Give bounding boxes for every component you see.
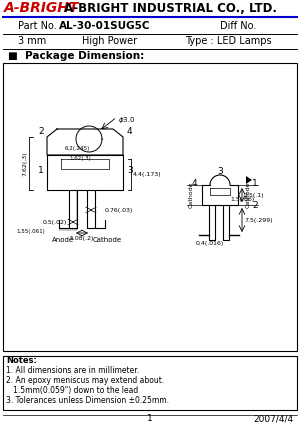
- Text: 0.76(.03): 0.76(.03): [105, 207, 134, 212]
- Text: 6.2(.245): 6.2(.245): [64, 146, 90, 151]
- Text: A-BRIGHT: A-BRIGHT: [4, 1, 80, 15]
- Bar: [3, 63, 297, 351]
- Text: Diff No.: Diff No.: [220, 21, 256, 31]
- Text: 4.4(.173): 4.4(.173): [133, 172, 162, 177]
- Text: Cathode: Cathode: [189, 182, 194, 208]
- Text: Notes:: Notes:: [6, 356, 37, 365]
- Text: Part No.: Part No.: [18, 21, 57, 31]
- Text: 7.62(.3): 7.62(.3): [22, 151, 27, 176]
- Text: 1: 1: [252, 178, 258, 187]
- Text: Type : LED Lamps: Type : LED Lamps: [185, 36, 272, 46]
- Text: 2: 2: [252, 201, 258, 210]
- Text: 0.5(.02): 0.5(.02): [43, 219, 67, 224]
- Polygon shape: [246, 176, 252, 184]
- Text: ■  Package Dimension:: ■ Package Dimension:: [8, 51, 144, 61]
- Text: 1: 1: [147, 414, 153, 423]
- Text: 1.62(.3): 1.62(.3): [69, 156, 91, 161]
- Text: 2: 2: [38, 127, 44, 136]
- Text: 2.5(.1): 2.5(.1): [244, 193, 265, 198]
- Text: 4: 4: [191, 178, 197, 187]
- Text: 1. All dimensions are in millimeter.: 1. All dimensions are in millimeter.: [6, 366, 139, 375]
- Text: 2007/4/4: 2007/4/4: [253, 414, 293, 423]
- Text: 1.5mm(0.059") down to the lead: 1.5mm(0.059") down to the lead: [6, 386, 138, 395]
- Text: A-BRIGHT INDUSTRIAL CO., LTD.: A-BRIGHT INDUSTRIAL CO., LTD.: [60, 2, 277, 15]
- Text: 1.55(.061): 1.55(.061): [16, 229, 45, 233]
- Text: AL-30-01SUG5C: AL-30-01SUG5C: [59, 21, 151, 31]
- Text: High Power: High Power: [82, 36, 138, 46]
- Text: 7.5(.299): 7.5(.299): [244, 218, 273, 223]
- Text: Anode: Anode: [52, 237, 74, 243]
- Text: $\phi$3.0: $\phi$3.0: [118, 115, 135, 125]
- Text: 1.5(.06): 1.5(.06): [230, 197, 254, 202]
- Text: 3: 3: [127, 165, 133, 175]
- Text: Cathode: Cathode: [246, 182, 251, 208]
- Text: Cathode: Cathode: [92, 237, 122, 243]
- Text: 3 mm: 3 mm: [18, 36, 46, 46]
- Text: 2. An epoxy meniscus may extend about.: 2. An epoxy meniscus may extend about.: [6, 376, 164, 385]
- Text: 1: 1: [38, 165, 44, 175]
- Text: 3: 3: [217, 167, 223, 176]
- Text: 5.08(.2): 5.08(.2): [70, 236, 94, 241]
- Text: 4: 4: [127, 127, 133, 136]
- Text: 3. Tolerances unless Dimension ±0.25mm.: 3. Tolerances unless Dimension ±0.25mm.: [6, 396, 169, 405]
- Bar: [3, 356, 297, 410]
- Text: 0.4(.016): 0.4(.016): [196, 241, 224, 246]
